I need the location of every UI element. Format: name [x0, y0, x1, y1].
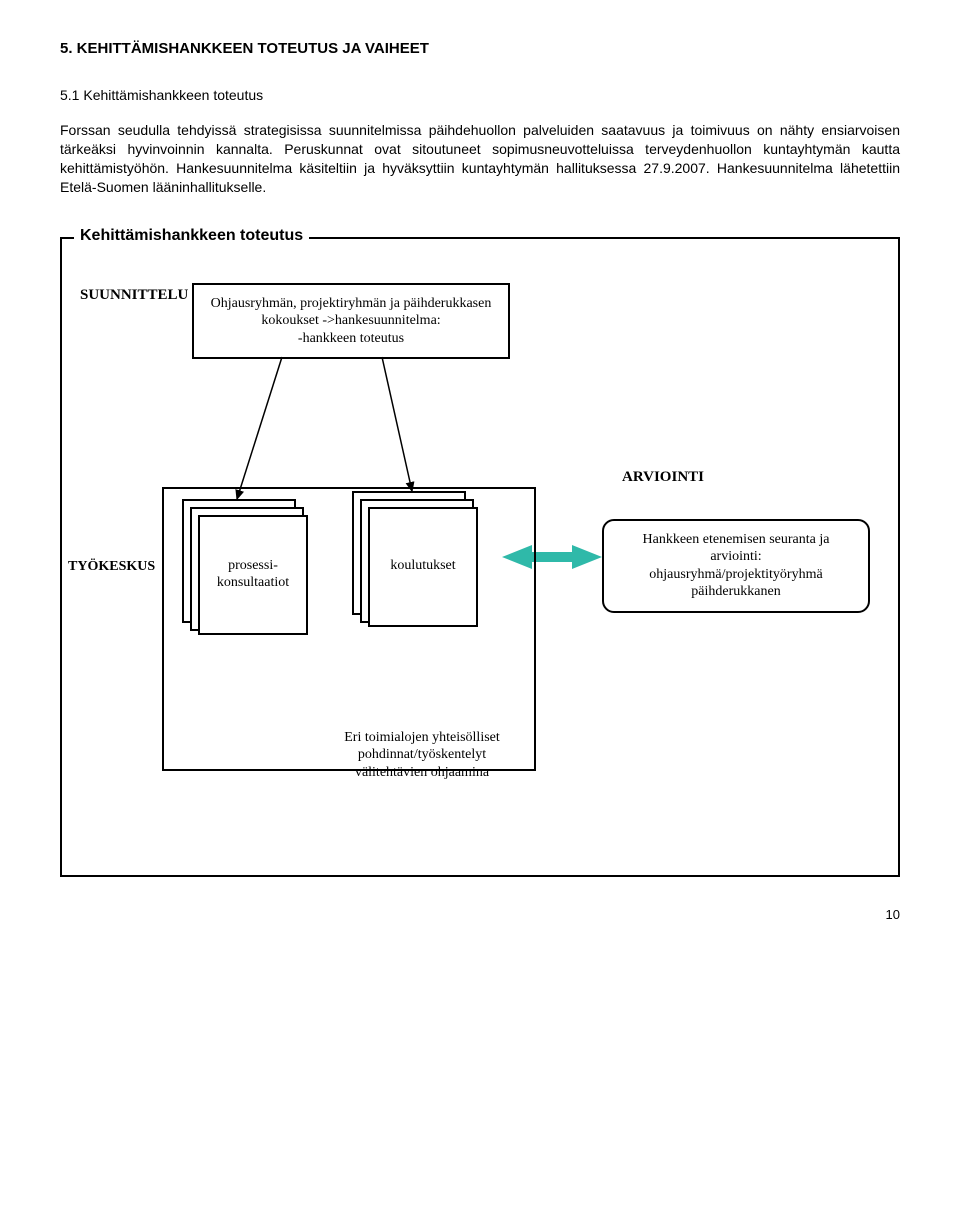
- page-number: 10: [60, 907, 900, 922]
- stack-card-top: koulutukset: [368, 507, 478, 627]
- subsection-heading: 5.1 Kehittämishankkeen toteutus: [60, 87, 900, 103]
- bottom-box: Eri toimialojen yhteisölliset pohdinnat/…: [282, 729, 562, 782]
- suunnittelu-label: SUUNNITTELU: [80, 287, 188, 304]
- arviointi-box: Hankkeen etenemisen seuranta ja arvioint…: [602, 519, 870, 613]
- diagram-title: Kehittämishankkeen toteutus: [74, 227, 309, 245]
- section-heading: 5. KEHITTÄMISHANKKEEN TOTEUTUS JA VAIHEE…: [60, 40, 900, 57]
- body-paragraph: Forssan seudulla tehdyissä strategisissa…: [60, 121, 900, 197]
- diagram-container: Kehittämishankkeen toteutus SUUNNITTELU …: [60, 237, 900, 877]
- stack-card-top: prosessi-konsultaatiot: [198, 515, 308, 635]
- tyokeskus-label: TYÖKESKUS: [68, 559, 155, 575]
- planning-box: Ohjausryhmän, projektiryhmän ja päihderu…: [192, 283, 510, 360]
- arviointi-label: ARVIOINTI: [622, 469, 704, 486]
